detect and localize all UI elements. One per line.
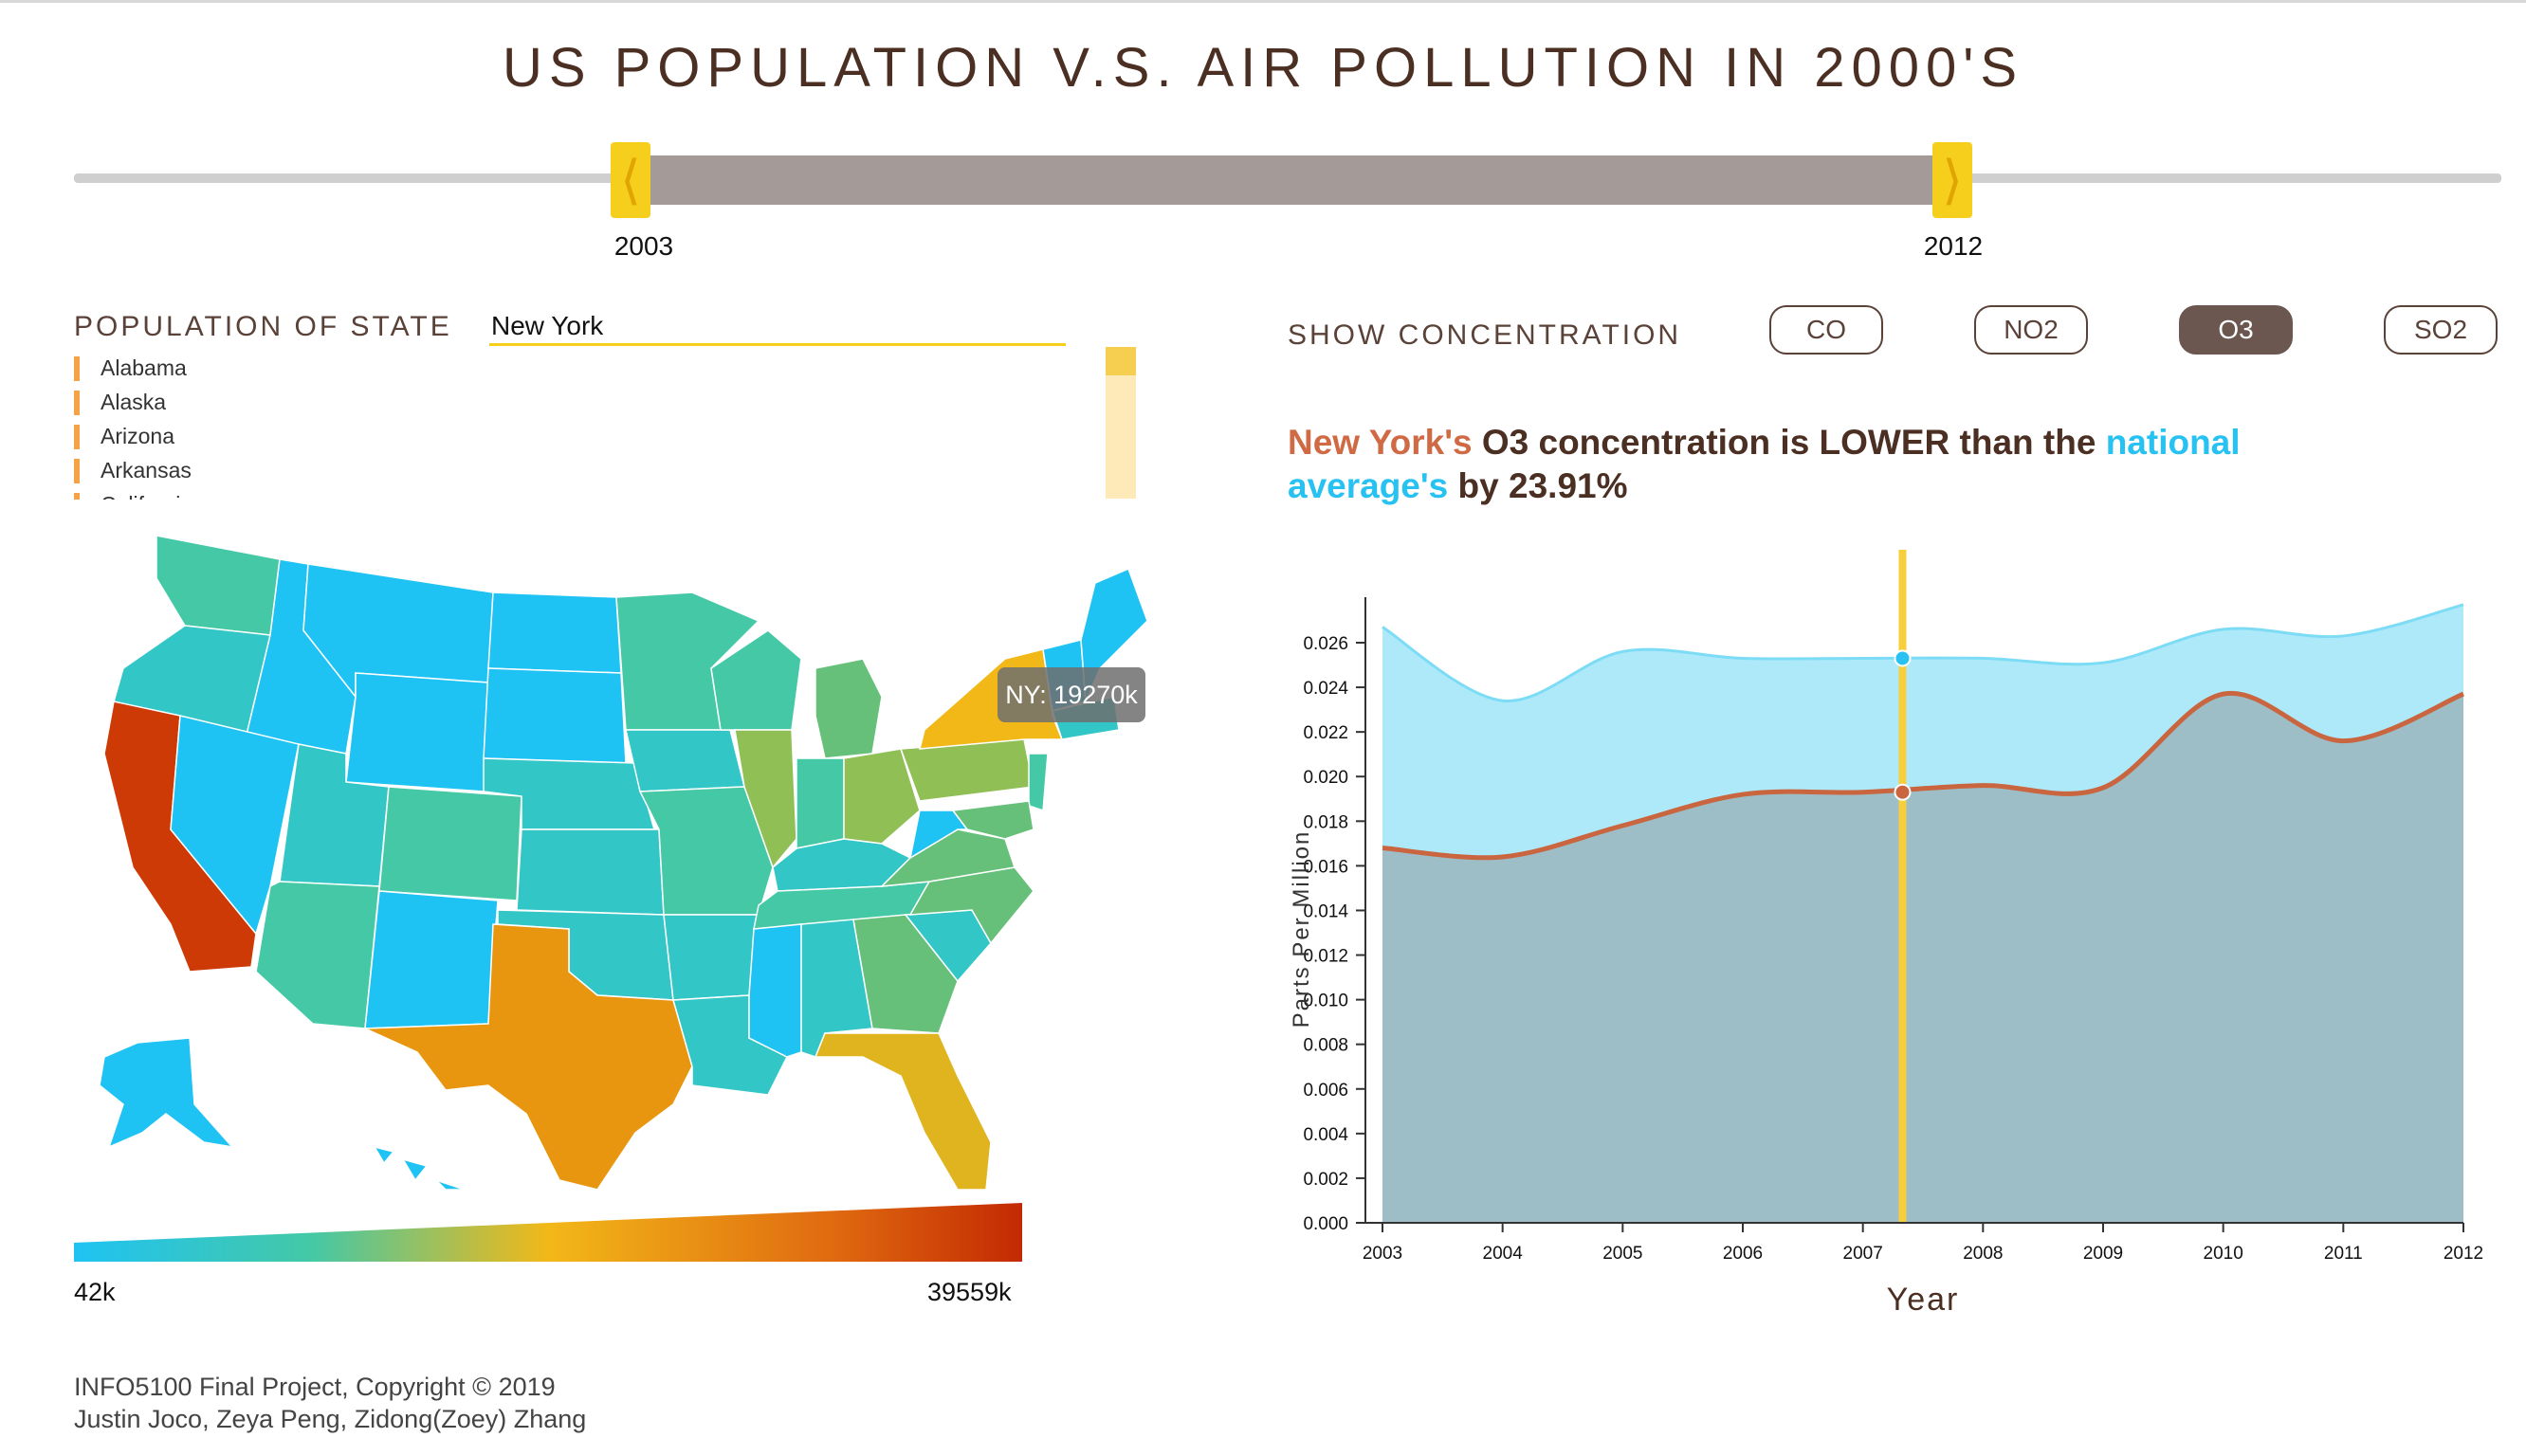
- state-MS[interactable]: [748, 923, 802, 1058]
- state-IN[interactable]: [796, 757, 845, 849]
- state-HI[interactable]: [435, 1179, 466, 1190]
- population-label: POPULATION OF STATE: [74, 311, 452, 342]
- state-list-item[interactable]: California: [74, 489, 1117, 500]
- x-tick-label: 2008: [1963, 1244, 2003, 1264]
- y-tick-label: 0.016: [1303, 857, 1348, 877]
- state-NV[interactable]: [170, 715, 300, 936]
- state-line: [1382, 690, 2464, 861]
- y-tick-label: 0.008: [1303, 1036, 1348, 1056]
- state-HI[interactable]: [373, 1145, 395, 1165]
- state-NJ[interactable]: [1028, 753, 1049, 812]
- scrollbar-thumb[interactable]: [1106, 347, 1136, 375]
- state-list-item[interactable]: Alabama: [74, 353, 1117, 387]
- us-choropleth-map: [99, 535, 1148, 1190]
- year-slider-range[interactable]: [645, 155, 1949, 205]
- legend-max-label: 39559k: [927, 1278, 1012, 1306]
- state-AK[interactable]: [99, 1037, 234, 1149]
- map-tooltip: NY: 19270k: [998, 667, 1145, 722]
- pollutant-button-so2[interactable]: SO2: [2384, 305, 2498, 355]
- national-marker-point: [1894, 649, 1912, 667]
- pollutant-button-o3[interactable]: O3: [2179, 305, 2293, 355]
- footer-copyright: INFO5100 Final Project, Copyright © 2019: [74, 1373, 556, 1401]
- state-WA[interactable]: [156, 535, 281, 636]
- y-tick-label: 0.022: [1303, 723, 1348, 743]
- x-tick-label: 2011: [2324, 1244, 2363, 1264]
- x-tick-label: 2005: [1602, 1244, 1642, 1264]
- state-AZ[interactable]: [255, 881, 380, 1029]
- x-tick-label: 2007: [1843, 1244, 1883, 1264]
- state-GA[interactable]: [852, 914, 959, 1034]
- state-FL[interactable]: [814, 1032, 992, 1190]
- concentration-chart: 0.000 0.002 0.004 0.006 0.008 0.010 0.012 0.014…: [1289, 550, 2483, 1318]
- state-list-item[interactable]: Alaska: [74, 387, 1117, 421]
- message-text: O3 concentration is LOWER than the: [1472, 423, 2106, 462]
- state-IL[interactable]: [734, 729, 797, 869]
- y-tick-label: 0.024: [1303, 679, 1348, 699]
- state-KS[interactable]: [516, 828, 665, 916]
- start-year-label: 2003: [613, 231, 674, 261]
- y-tick-label: 0.000: [1303, 1214, 1348, 1234]
- concentration-label: SHOW CONCENTRATION: [1288, 319, 1682, 351]
- message-diff: by 23.91%: [1448, 466, 1628, 505]
- message-state: New York's: [1288, 423, 1473, 462]
- y-axis-title: Parts Per Million: [1289, 830, 1314, 1028]
- x-tick-label: 2006: [1723, 1244, 1763, 1264]
- state-area: [1382, 693, 2463, 1223]
- state-AR[interactable]: [663, 914, 760, 1001]
- x-tick-label: 2004: [1483, 1244, 1524, 1264]
- state-marker-point: [1894, 783, 1912, 801]
- x-tick-label: 2010: [2204, 1244, 2243, 1264]
- footer-authors: Justin Joco, Zeya Peng, Zidong(Zoey) Zha…: [74, 1405, 587, 1433]
- pollutant-button-co[interactable]: CO: [1769, 305, 1883, 355]
- x-tick-label: 2012: [2444, 1244, 2483, 1264]
- state-list: Alabama Alaska Arizona Arkansas Californ…: [74, 353, 1117, 500]
- y-tick-label: 0.004: [1303, 1125, 1348, 1145]
- y-tick-label: 0.018: [1303, 812, 1348, 832]
- y-tick-label: 0.012: [1303, 947, 1348, 967]
- x-tick-label: 2009: [2083, 1244, 2123, 1264]
- y-tick-label: 0.020: [1303, 768, 1348, 788]
- state-IA[interactable]: [625, 729, 745, 792]
- national-line: [1382, 603, 2464, 702]
- chevron-right-icon: ⟩: [1942, 150, 1963, 209]
- year-slider-start-handle[interactable]: ⟨: [611, 142, 650, 218]
- footer: INFO5100 Final Project, Copyright © 2019…: [74, 1371, 586, 1435]
- state-CO[interactable]: [378, 786, 522, 901]
- chevron-left-icon: ⟨: [620, 150, 641, 209]
- comparison-message: New York's O3 concentration is LOWER tha…: [1288, 421, 2407, 508]
- state-OH[interactable]: [843, 748, 921, 845]
- state-SD[interactable]: [483, 667, 627, 764]
- top-divider: [0, 0, 2526, 3]
- state-MI[interactable]: [815, 658, 883, 759]
- y-tick-label: 0.014: [1303, 901, 1348, 921]
- state-search-input[interactable]: [489, 309, 1066, 346]
- y-tick-label: 0.006: [1303, 1081, 1348, 1101]
- state-list-scrollbar[interactable]: [1106, 347, 1136, 499]
- page-title: US POPULATION V.S. AIR POLLUTION IN 2000…: [502, 37, 2024, 99]
- state-NM[interactable]: [364, 890, 499, 1029]
- state-HI[interactable]: [401, 1157, 429, 1182]
- state-TX[interactable]: [364, 923, 693, 1190]
- state-WY[interactable]: [345, 672, 489, 792]
- end-year-label: 2012: [1923, 231, 1984, 261]
- pollutant-button-no2[interactable]: NO2: [1974, 305, 2088, 355]
- y-tick-label: 0.026: [1303, 634, 1348, 654]
- state-MD[interactable]: [951, 800, 1034, 840]
- x-axis-title: Year: [1887, 1282, 1960, 1318]
- y-tick-label: 0.002: [1303, 1170, 1348, 1190]
- population-color-legend: [74, 1203, 1022, 1262]
- state-list-item[interactable]: Arkansas: [74, 455, 1117, 489]
- x-tick-label: 2003: [1363, 1244, 1402, 1264]
- y-tick-label: 0.010: [1303, 992, 1348, 1011]
- message-national: national average's: [1288, 423, 2241, 505]
- year-slider-end-handle[interactable]: ⟩: [1932, 142, 1972, 218]
- state-list-item[interactable]: Arizona: [74, 421, 1117, 455]
- legend-min-label: 42k: [74, 1278, 116, 1306]
- state-ND[interactable]: [487, 592, 622, 674]
